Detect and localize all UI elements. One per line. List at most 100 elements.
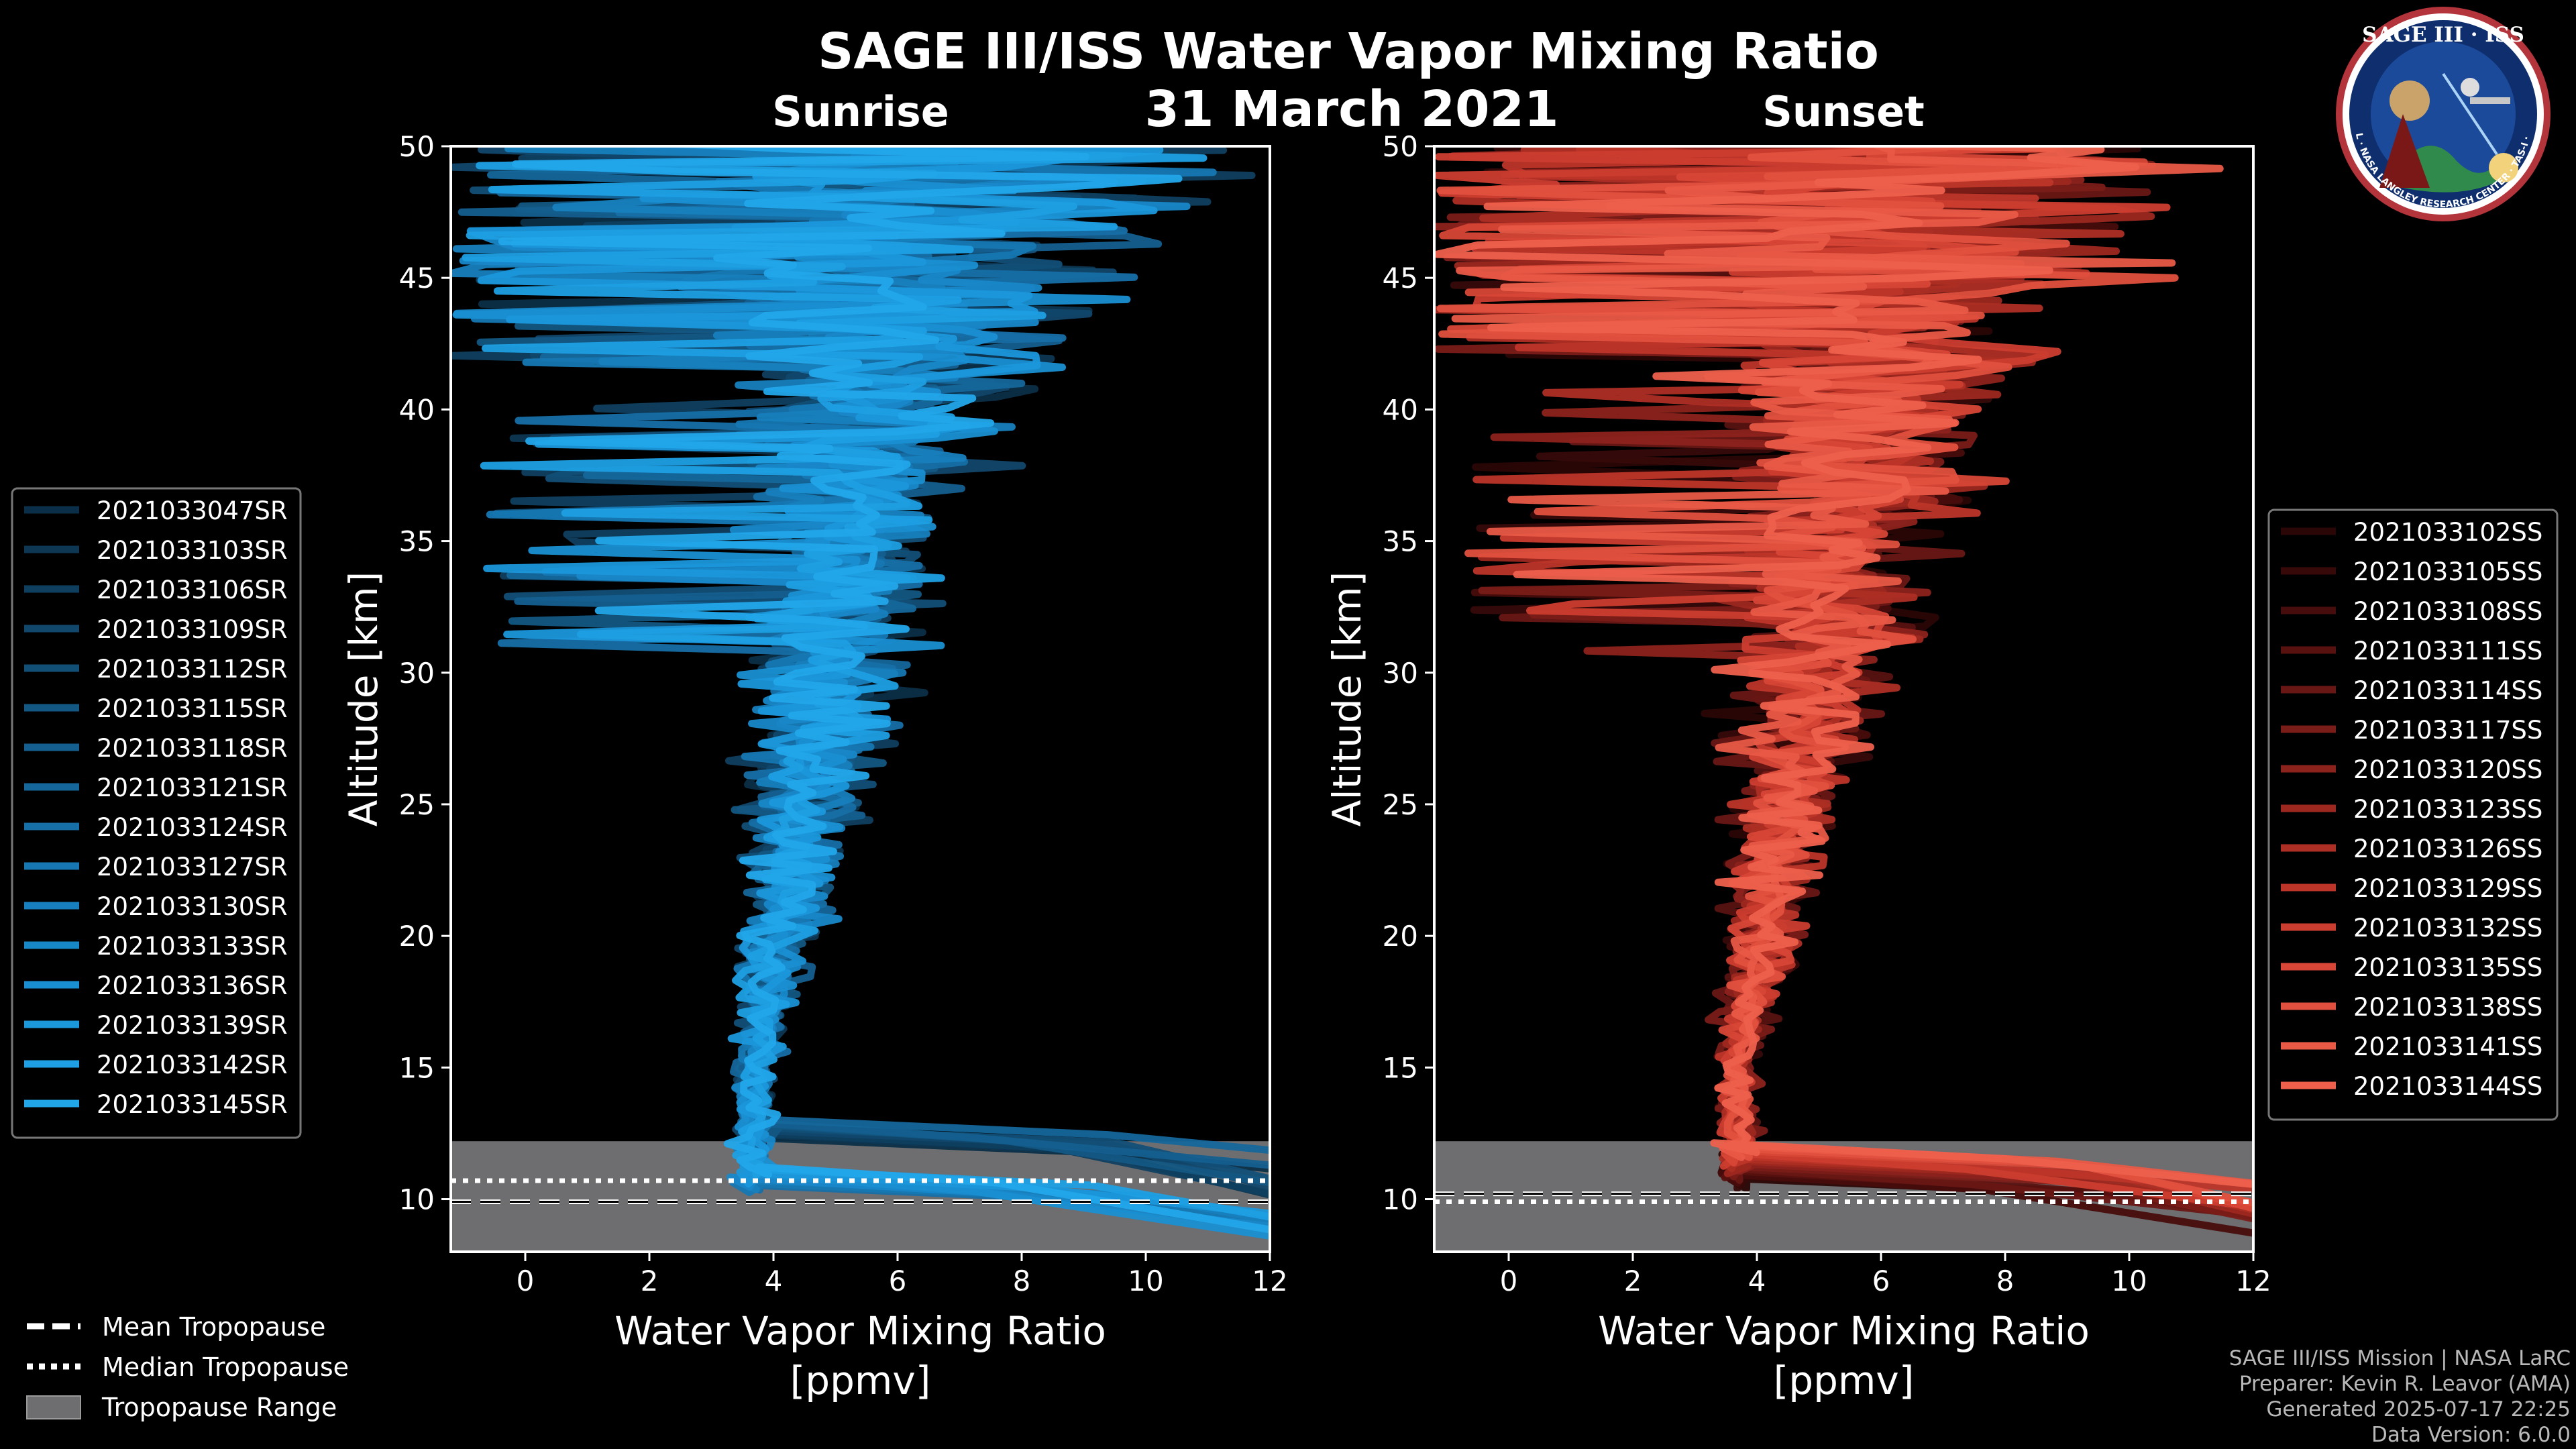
- tropopause-range-label: Tropopause Range: [101, 1393, 337, 1422]
- x-tick-label: 2: [641, 1265, 659, 1297]
- y-tick-label: 10: [399, 1183, 435, 1216]
- legend-label-2021033129SS: 2021033129SS: [2353, 874, 2542, 903]
- legend-label-2021033115SR: 2021033115SR: [97, 694, 288, 723]
- legend-label-2021033132SS: 2021033132SS: [2353, 914, 2542, 943]
- y-tick-label: 25: [399, 788, 435, 821]
- legend-label-2021033139SR: 2021033139SR: [97, 1011, 288, 1040]
- series-line-2021033145SR: [498, 146, 1270, 1234]
- plot-frame: [1433, 145, 2255, 1253]
- legend-label-2021033106SR: 2021033106SR: [97, 576, 288, 604]
- credit-generated: Generated 2025-07-17 22:25: [2266, 1397, 2571, 1421]
- y-tick-label: 20: [399, 920, 435, 953]
- sunrise-legend: 2021033047SR 2021033103SR 2021033106SR 2021…: [11, 487, 302, 1139]
- plot-area: [1434, 146, 2253, 1252]
- plot-frame: [449, 145, 1271, 1253]
- y-tick-label: 40: [399, 393, 435, 426]
- credits: SAGE III/ISS Mission | NASA LaRC Prepare…: [2229, 1346, 2571, 1448]
- legend-label-2021033047SR: 2021033047SR: [97, 496, 288, 525]
- legend-label-2021033109SR: 2021033109SR: [97, 615, 288, 644]
- sage-iii-iss-logo: SAGE III · ISS BALL · NASA LANGLEY RESEA…: [2336, 7, 2551, 221]
- x-axis-label: [ppmv]: [1774, 1358, 1915, 1403]
- legend-label-2021033135SS: 2021033135SS: [2353, 953, 2542, 982]
- logo-top-text: SAGE III · ISS: [2362, 23, 2524, 47]
- legend-label-2021033130SR: 2021033130SR: [97, 892, 288, 921]
- x-tick-label: 4: [765, 1265, 783, 1297]
- x-tick-label: 10: [1128, 1265, 1163, 1297]
- x-tick-label: 8: [1013, 1265, 1031, 1297]
- y-tick-label: 45: [399, 262, 435, 294]
- legend-label-2021033124SR: 2021033124SR: [97, 813, 288, 842]
- legend-frame: [11, 487, 302, 1139]
- y-axis-label: Altitude [km]: [1324, 572, 1370, 826]
- series-line-2021033141SS: [1451, 146, 2253, 1187]
- legend-label-2021033123SS: 2021033123SS: [2353, 795, 2542, 824]
- legend-label-2021033118SR: 2021033118SR: [97, 734, 288, 763]
- y-tick-label: 30: [399, 657, 435, 690]
- panel-title: Sunrise: [772, 87, 949, 136]
- y-tick-label: 10: [1383, 1183, 1418, 1216]
- legend-label-2021033136SR: 2021033136SR: [97, 971, 288, 1000]
- legend-frame: [2267, 508, 2559, 1121]
- credit-preparer: Preparer: Kevin R. Leavor (AMA): [2239, 1372, 2571, 1396]
- legend-label-2021033105SS: 2021033105SS: [2353, 557, 2542, 586]
- y-axis-label: Altitude [km]: [341, 572, 386, 826]
- legend-label-2021033133SR: 2021033133SR: [97, 932, 288, 961]
- x-tick-label: 2: [1624, 1265, 1642, 1297]
- x-tick-label: 6: [889, 1265, 907, 1297]
- legend-label-2021033138SS: 2021033138SS: [2353, 993, 2542, 1022]
- x-axis-label: Water Vapor Mixing Ratio: [614, 1308, 1106, 1354]
- credit-mission: SAGE III/ISS Mission | NASA LaRC: [2229, 1346, 2571, 1371]
- x-tick-label: 0: [1500, 1265, 1518, 1297]
- legend-label-2021033114SS: 2021033114SS: [2353, 676, 2542, 705]
- legend-label-2021033121SR: 2021033121SR: [97, 773, 288, 802]
- y-tick-label: 30: [1383, 657, 1418, 690]
- x-tick-label: 12: [1252, 1265, 1287, 1297]
- legend-label-2021033145SR: 2021033145SR: [97, 1090, 288, 1119]
- y-tick-label: 15: [1383, 1051, 1418, 1084]
- legend-label-2021033111SS: 2021033111SS: [2353, 637, 2542, 665]
- y-tick-label: 35: [1383, 525, 1418, 558]
- y-tick-label: 15: [399, 1051, 435, 1084]
- legend-label-2021033117SS: 2021033117SS: [2353, 716, 2542, 745]
- x-tick-label: 8: [1996, 1265, 2015, 1297]
- figure-date: 31 March 2021: [1144, 80, 1558, 138]
- legend-label-2021033144SS: 2021033144SS: [2353, 1072, 2542, 1101]
- x-tick-label: 6: [1872, 1265, 1890, 1297]
- x-tick-label: 4: [1748, 1265, 1766, 1297]
- tropopause-legend: Mean Tropopause Median Tropopause Tropop…: [26, 1312, 349, 1422]
- tropopause-range-swatch: [26, 1395, 81, 1419]
- y-tick-label: 25: [1383, 788, 1418, 821]
- legend-label-2021033120SS: 2021033120SS: [2353, 755, 2542, 784]
- legend-label-2021033127SR: 2021033127SR: [97, 853, 288, 881]
- y-tick-label: 50: [1383, 130, 1418, 163]
- y-tick-label: 40: [1383, 393, 1418, 426]
- legend-label-2021033102SS: 2021033102SS: [2353, 518, 2542, 547]
- plot-area: [451, 146, 1270, 1252]
- series-line-2021033139SR: [477, 146, 1270, 1218]
- figure-title: SAGE III/ISS Water Vapor Mixing Ratio: [818, 23, 1879, 80]
- mean-tropopause-label: Mean Tropopause: [102, 1312, 325, 1342]
- sunset-legend: 2021033102SS 2021033105SS 2021033108SS 2021…: [2267, 508, 2559, 1121]
- x-tick-label: 0: [517, 1265, 535, 1297]
- credit-version: Data Version: 6.0.0: [2371, 1423, 2571, 1447]
- y-tick-label: 20: [1383, 920, 1418, 953]
- x-tick-label: 10: [2111, 1265, 2147, 1297]
- x-axis-label: Water Vapor Mixing Ratio: [1598, 1308, 2090, 1354]
- series-line-2021033144SS: [1434, 146, 2253, 1189]
- legend-label-2021033142SR: 2021033142SR: [97, 1051, 288, 1079]
- x-tick-label: 12: [2235, 1265, 2271, 1297]
- legend-label-2021033103SR: 2021033103SR: [97, 536, 288, 565]
- legend-label-2021033141SS: 2021033141SS: [2353, 1032, 2542, 1061]
- sunset-panel: Sunset 0 2 4 6 8 10 12 10 15 20 25 30 35 40 45 50 Water V…: [1324, 87, 2271, 1403]
- y-tick-label: 45: [1383, 262, 1418, 294]
- y-tick-label: 50: [399, 130, 435, 163]
- legend-label-2021033126SS: 2021033126SS: [2353, 835, 2542, 863]
- legend-label-2021033108SS: 2021033108SS: [2353, 597, 2542, 626]
- panel-title: Sunset: [1762, 87, 1925, 136]
- sunrise-panel: Sunrise 0 2 4 6 8 10 12 10 15 20 25 30 35 40 45 50 Water …: [341, 87, 1288, 1403]
- y-tick-label: 35: [399, 525, 435, 558]
- x-axis-label: [ppmv]: [790, 1358, 931, 1403]
- median-tropopause-label: Median Tropopause: [102, 1352, 349, 1382]
- legend-label-2021033112SR: 2021033112SR: [97, 655, 288, 684]
